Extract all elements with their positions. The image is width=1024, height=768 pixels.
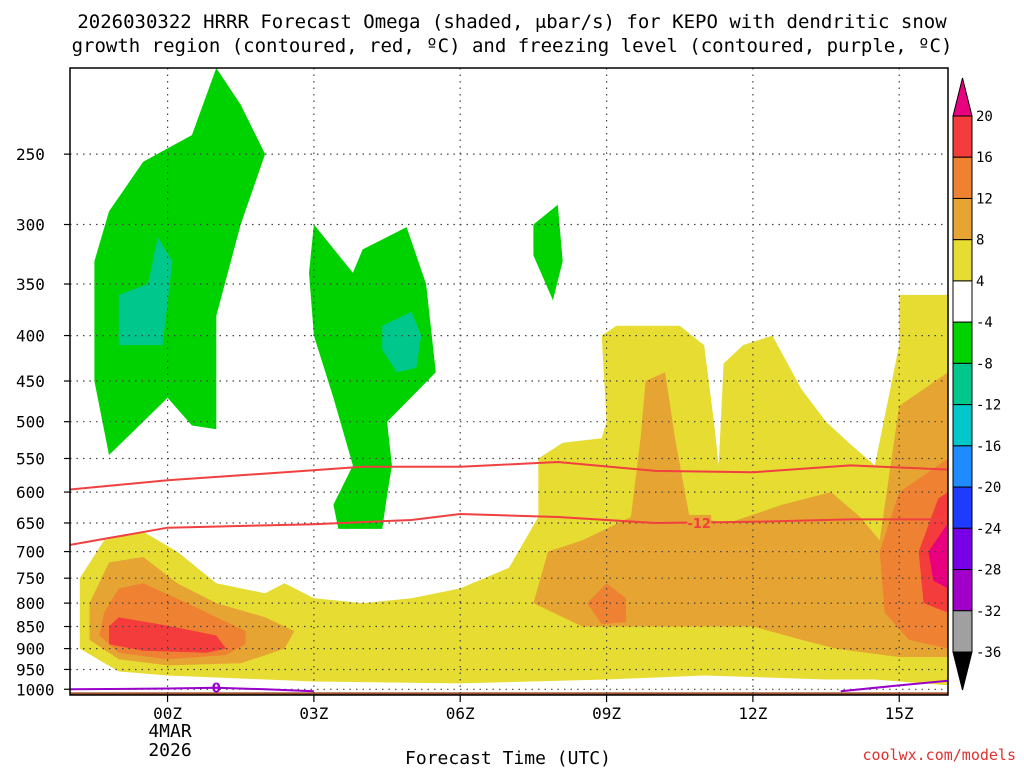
date-label-year: 2026 — [148, 740, 191, 761]
x-tick-label-00Z: 00Z — [153, 704, 182, 723]
freezing-level-label: 0 — [212, 682, 221, 697]
colorbar-swatch-7 — [952, 362, 973, 406]
x-axis-label: Forecast Time (UTC) — [405, 748, 611, 768]
y-axis-ticks: 250 300 350 400 450 500 550 600 650 700 750 800 850 9… — [16, 145, 70, 699]
colorbar-label-11: -28 — [976, 563, 1001, 579]
colorbar-swatch-9 — [952, 445, 973, 488]
y-tick-label-800: 800 — [16, 594, 45, 613]
y-tick-label-350: 350 — [16, 275, 45, 294]
omega-region-13 — [928, 523, 948, 589]
omega-region-7 — [533, 372, 948, 658]
colorbar-label-5: -4 — [976, 315, 993, 331]
colorbar-label-13: -36 — [976, 645, 1001, 661]
y-tick-label-750: 750 — [16, 569, 45, 588]
colorbar-swatch-1 — [952, 115, 973, 158]
omega-region-4 — [533, 204, 563, 301]
colorbar-label-9: -20 — [976, 480, 1001, 496]
colorbar-label-12: -32 — [976, 604, 1001, 620]
x-axis-ticks: 00Z 03Z 06Z 09Z 12Z 15Z — [153, 695, 914, 723]
y-tick-label-250: 250 — [16, 145, 45, 164]
colorbar-label-6: -8 — [976, 356, 993, 372]
colorbar-top-arrow — [952, 77, 973, 117]
freezing-level-contour — [70, 686, 314, 693]
dgz-label-bg — [687, 514, 712, 529]
omega-region-11 — [109, 617, 227, 653]
gridlines-layer — [70, 68, 948, 695]
colorbar-swatch-11 — [952, 527, 973, 571]
y-tick-label-950: 950 — [16, 660, 45, 679]
terrain-strip — [70, 692, 948, 695]
x-tick-label-12Z: 12Z — [738, 704, 767, 723]
colorbar-swatch-5 — [952, 280, 973, 323]
omega-region-3 — [382, 311, 422, 373]
colorbar-swatch-6 — [952, 321, 973, 364]
omega-region-0 — [94, 68, 266, 455]
colorbar-swatch-3 — [952, 197, 973, 241]
colorbar: 20 16 12 8 4 -4 -8 -12 -16 -20 -24 -28 -32 -36 — [952, 77, 1001, 691]
chart-title-line1: 2026030322 HRRR Forecast Omega (shaded, … — [77, 11, 947, 33]
y-tick-label-600: 600 — [16, 483, 45, 502]
omega-shading-layer — [70, 68, 948, 695]
colorbar-label-8: -16 — [976, 439, 1001, 455]
y-tick-label-850: 850 — [16, 618, 45, 637]
colorbar-label-7: -12 — [976, 398, 1001, 414]
colorbar-swatch-2 — [952, 156, 973, 199]
omega-region-9 — [587, 583, 627, 625]
colorbar-swatch-13 — [952, 610, 973, 653]
chart-title-line2: growth region (contoured, red, ºC) and f… — [72, 35, 953, 57]
omega-region-1 — [118, 237, 173, 346]
colorbar-swatch-4 — [952, 239, 973, 282]
y-tick-label-450: 450 — [16, 372, 45, 391]
colorbar-bottom-arrow — [952, 651, 973, 691]
y-tick-label-900: 900 — [16, 640, 45, 659]
y-tick-label-300: 300 — [16, 216, 45, 235]
dgz-contour-label: -12 — [687, 517, 711, 532]
colorbar-swatch-12 — [952, 569, 973, 612]
colorbar-label-4: 4 — [976, 274, 984, 290]
x-tick-label-09Z: 09Z — [592, 704, 621, 723]
x-tick-label-15Z: 15Z — [885, 704, 914, 723]
y-tick-label-400: 400 — [16, 327, 45, 346]
freezing-level-contour-late — [840, 679, 948, 693]
x-tick-label-03Z: 03Z — [299, 704, 328, 723]
colorbar-label-3: 8 — [976, 233, 984, 249]
colorbar-label-10: -24 — [976, 521, 1001, 537]
dgz-upper-contour — [70, 460, 948, 491]
y-tick-label-700: 700 — [16, 543, 45, 562]
colorbar-swatch-10 — [952, 486, 973, 529]
y-tick-label-650: 650 — [16, 514, 45, 533]
colorbar-label-2: 12 — [976, 191, 993, 207]
x-tick-label-06Z: 06Z — [446, 704, 475, 723]
credit-text: coolwx.com/models — [862, 746, 1016, 764]
colorbar-label-0: 20 — [976, 109, 993, 125]
y-tick-label-500: 500 — [16, 413, 45, 432]
omega-region-2 — [309, 224, 436, 529]
date-label-day: 4MAR — [148, 721, 192, 742]
contour-lines-layer: -12 0 — [70, 460, 948, 697]
y-tick-label-550: 550 — [16, 449, 45, 468]
colorbar-label-1: 16 — [976, 150, 993, 166]
y-tick-label-1000: 1000 — [16, 680, 55, 699]
dgz-lower-contour — [70, 512, 948, 546]
colorbar-swatch-8 — [952, 404, 973, 447]
